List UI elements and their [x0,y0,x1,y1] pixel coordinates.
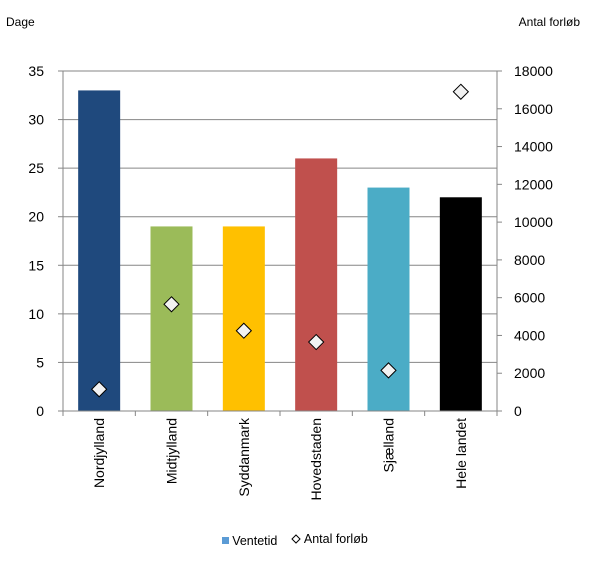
legend-item-antal-forlob: Antal forløb [291,532,368,546]
diamond-marker [163,296,180,313]
category-label: Sjælland [381,418,397,472]
legend-item-ventetid: Ventetid [222,534,277,548]
category-label: Midtjylland [164,418,180,484]
left-axis-tick-label: 10 [28,306,44,322]
left-axis-tick-label: 20 [28,209,44,225]
diamond-marker [452,83,470,100]
left-axis-tick-label: 25 [28,160,44,176]
right-axis-tick-label: 8000 [514,252,545,268]
bar [439,197,482,411]
legend-label-ventetid: Ventetid [232,533,278,548]
category-label: Hovedstaden [308,418,324,501]
diamond-marker [90,381,108,398]
diamond-marker [380,362,397,379]
left-axis-unit-label: Dage [6,15,35,29]
right-axis-tick-label: 2000 [514,365,545,381]
legend: Ventetid Antal forløb [0,532,590,548]
right-axis-tick-label: 10000 [514,214,553,230]
left-axis-tick-label: 5 [36,354,44,370]
legend-label-antal-forlob: Antal forløb [303,532,368,546]
legend-diamond-icon [291,534,301,544]
diamond-marker [307,333,325,351]
bar [222,226,265,411]
right-axis-tick-label: 0 [514,403,522,419]
bar [78,90,121,411]
legend-swatch-ventetid [222,537,230,544]
left-axis-tick-label: 15 [28,257,44,273]
right-axis-tick-label: 18000 [514,63,553,79]
left-axis-tick-label: 30 [28,112,44,128]
right-axis-tick-label: 6000 [514,290,545,306]
left-axis-tick-label: 35 [28,63,44,79]
left-axis-tick-label: 0 [36,403,44,419]
right-axis-tick-label: 14000 [514,139,553,155]
bar [295,158,338,411]
category-label: Hele landet [453,418,469,489]
category-label: Nordjylland [91,418,107,488]
right-axis-tick-label: 16000 [514,101,553,117]
diamond-marker [235,322,253,339]
bar [150,226,193,411]
right-axis-tick-label: 4000 [514,327,545,343]
category-label: Syddanmark [236,417,252,497]
right-axis-unit-label: Antal forløb [518,15,580,29]
right-axis-tick-label: 12000 [514,176,553,192]
